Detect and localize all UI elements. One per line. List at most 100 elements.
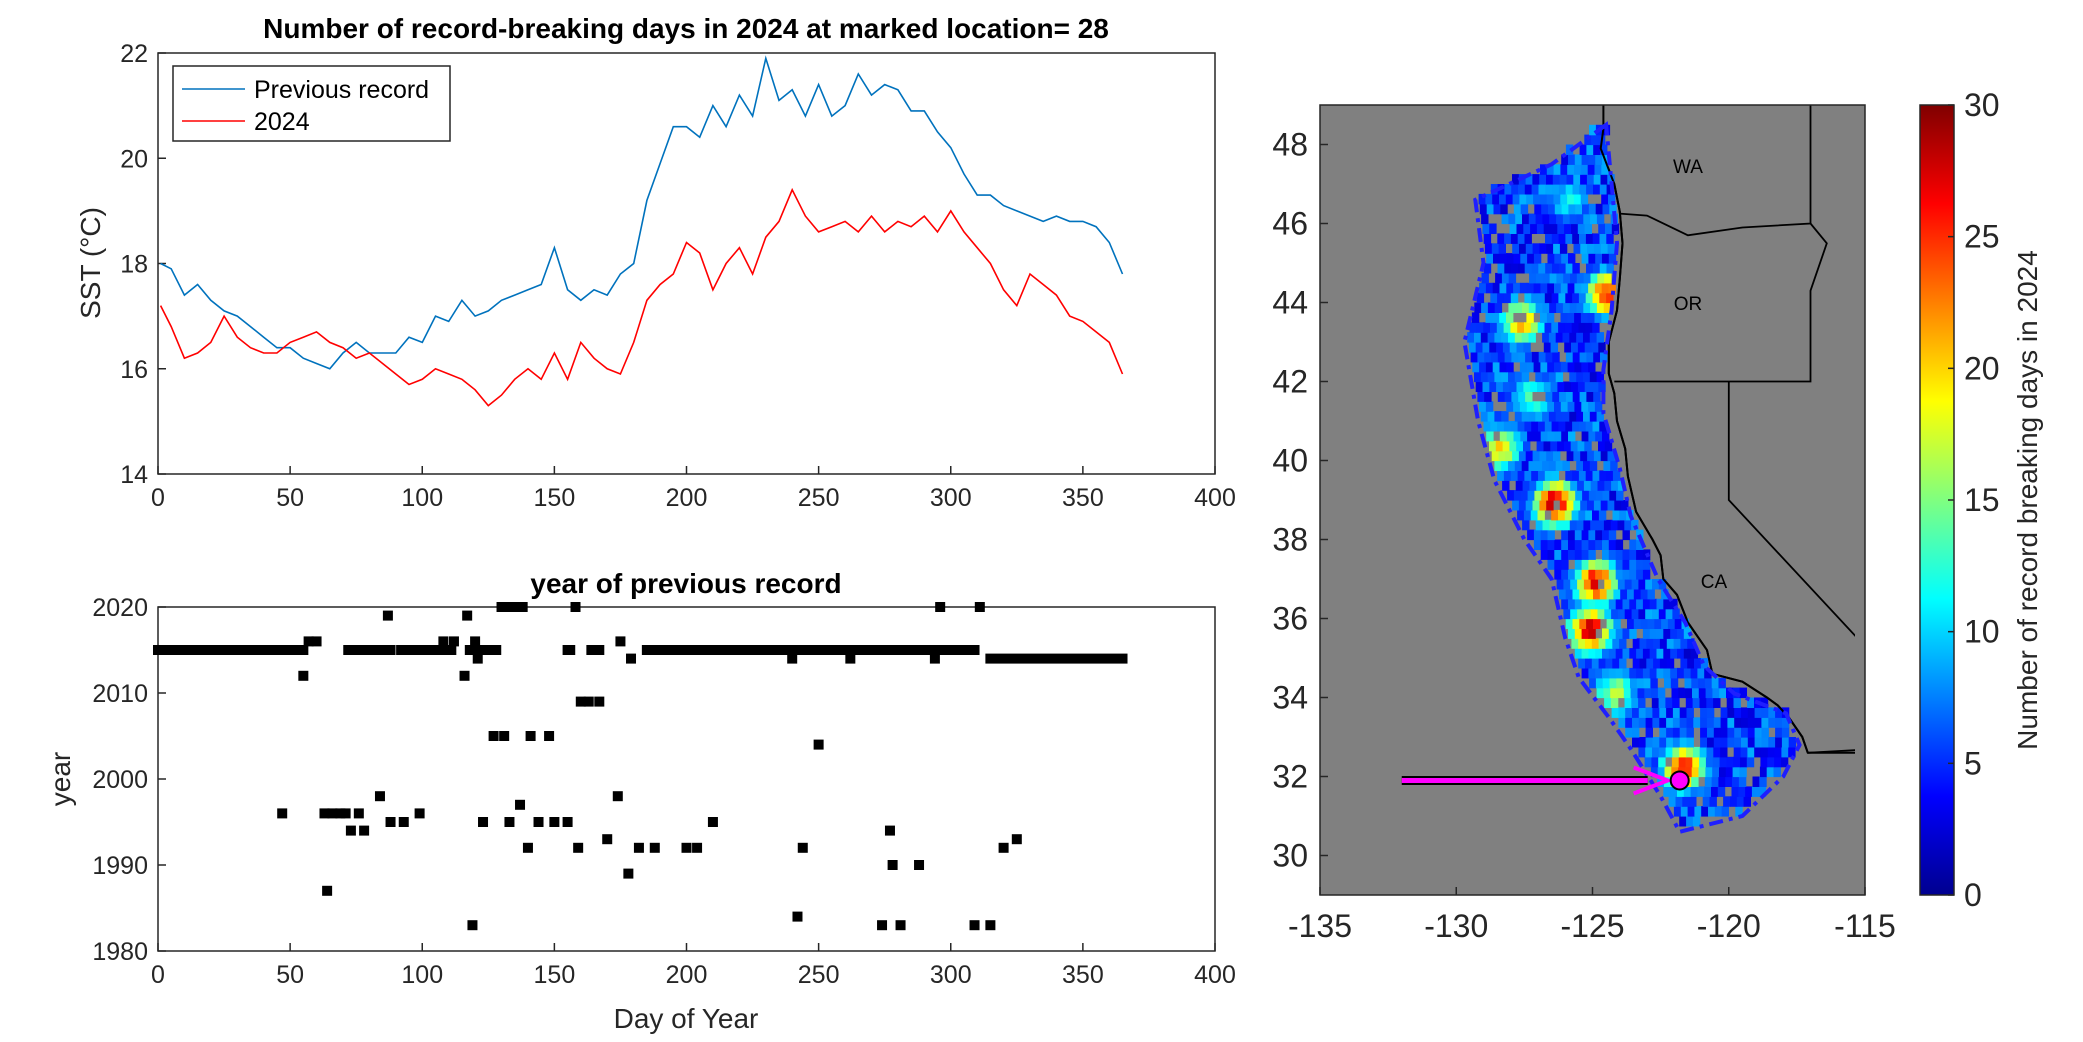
heatmap-cell [1542,371,1550,383]
heatmap-cell [1560,282,1569,294]
record-point [515,799,526,810]
heatmap-cell [1747,727,1756,738]
heatmap-cell [1534,203,1542,215]
heatmap-cell [1543,223,1552,234]
heatmap-cell [1636,559,1644,570]
heatmap-cell [1767,756,1775,768]
heatmap-cell [1547,401,1555,412]
heatmap-cell [1545,391,1553,402]
heatmap-cell [1602,677,1611,689]
heatmap-cell [1587,312,1596,323]
heatmap-cell [1538,184,1546,195]
heatmap-cell [1754,727,1762,738]
heatmap-cell [1543,381,1552,392]
heatmap-cell [1544,421,1553,432]
heatmap-cell [1519,401,1528,412]
heatmap-cell [1581,628,1589,639]
heatmap-cell [1712,766,1720,778]
record-run [800,645,930,655]
heatmap-cell [1588,203,1597,215]
heatmap-cell [1713,737,1722,748]
heatmap-cell [1549,480,1558,491]
heatmap-cell [1561,529,1569,541]
heatmap-cell [1540,361,1548,373]
heatmap-cell [1595,677,1604,689]
heatmap-cell [1642,569,1651,580]
colorbar-tick-label: 0 [1964,877,1982,913]
heatmap-cell [1606,470,1614,481]
heatmap-cell [1506,430,1515,442]
heatmap-cell [1499,312,1507,323]
record-point [573,842,584,853]
heatmap-cell [1521,332,1530,343]
heatmap-cell [1499,430,1508,442]
heatmap-cell [1547,539,1555,550]
heatmap-cell [1610,519,1619,531]
heatmap-cell [1670,628,1678,639]
heatmap-cell [1507,490,1515,501]
heatmap-cell [1587,450,1595,462]
sst-xtick-label: 350 [1062,484,1104,512]
heatmap-cell [1553,164,1561,175]
heatmap-cell [1589,411,1598,422]
heatmap-cell [1521,371,1530,383]
heatmap-cell [1579,618,1587,629]
heatmap-cell [1652,608,1660,620]
heatmap-cell [1632,707,1640,718]
heatmap-cell [1583,302,1591,313]
heatmap-cell [1588,430,1596,442]
heatmap-cell [1745,786,1753,797]
sst-chart: Number of record-breaking days in 2024 a… [75,13,1236,512]
heatmap-cell [1567,312,1575,323]
heatmap-cell [1604,480,1612,491]
heatmap-cell [1670,667,1678,679]
heatmap-cell [1591,381,1599,392]
heatmap-cell [1503,322,1511,333]
heatmap-cell [1719,756,1727,768]
heatmap-cell [1504,351,1512,363]
heatmap-cell [1622,559,1630,570]
heatmap-cell [1602,559,1610,570]
heatmap-cell [1640,618,1648,629]
heatmap-cell [1685,687,1693,699]
heatmap-cell [1561,539,1569,550]
heatmap-cell [1568,549,1576,560]
year-xtick-label: 50 [276,961,304,989]
heatmap-cell [1525,351,1533,363]
heatmap-cell [1741,717,1749,728]
coastline [1599,128,1809,754]
heatmap-cell [1691,677,1699,689]
heatmap-cell [1731,786,1739,797]
heatmap-cell [1699,746,1708,758]
heatmap-cell [1586,618,1594,629]
heatmap-cell [1596,687,1604,699]
record-point [488,731,499,741]
heatmap-cell [1690,667,1698,679]
heatmap-cell [1767,746,1776,758]
heatmap-cell [1581,667,1589,679]
heatmap-cell [1520,490,1529,501]
heatmap-cell [1651,697,1660,708]
heatmap-cell [1561,598,1569,610]
arrow-head [1632,765,1674,796]
heatmap-cell [1533,539,1542,550]
heatmap-cell [1706,697,1714,708]
heatmap-cell [1577,608,1585,620]
heatmap-cell [1720,707,1728,718]
heatmap-cell [1642,598,1651,610]
heatmap-cell [1615,628,1624,639]
heatmap-cell [1679,727,1688,738]
heatmap-cell [1725,776,1733,787]
heatmap-cell [1495,440,1504,452]
heatmap-cell [1501,332,1509,343]
record-point [633,842,644,853]
heatmap-cell [1600,174,1608,185]
heatmap-cell [1512,500,1520,511]
heatmap-cell [1565,588,1574,600]
heatmap-cell [1691,776,1699,787]
heatmap-cell [1699,756,1707,768]
heatmap-cell [1495,272,1503,284]
heatmap-cell [1700,658,1709,669]
heatmap-cell [1501,371,1509,383]
heatmap-cell [1619,658,1627,669]
